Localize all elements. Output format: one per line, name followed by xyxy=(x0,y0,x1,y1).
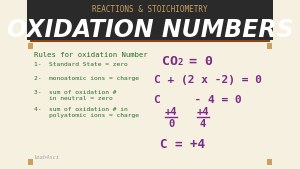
Bar xyxy=(267,159,272,165)
Text: REACTIONS & STOICHIOMETRY: REACTIONS & STOICHIOMETRY xyxy=(92,6,208,15)
Text: 0: 0 xyxy=(168,119,174,129)
Text: C     - 4 = 0: C - 4 = 0 xyxy=(154,95,242,105)
FancyBboxPatch shape xyxy=(27,0,273,40)
Text: = 0: = 0 xyxy=(181,55,213,68)
Text: CO: CO xyxy=(162,55,178,68)
Text: 2-  monoatomic ions = charge: 2- monoatomic ions = charge xyxy=(34,76,139,81)
Text: 1-  Standard State = zero: 1- Standard State = zero xyxy=(34,62,128,67)
Bar xyxy=(28,43,33,49)
Text: 4: 4 xyxy=(199,119,206,129)
Text: +4: +4 xyxy=(165,107,177,117)
Text: +4: +4 xyxy=(197,107,209,117)
Text: C = +4: C = +4 xyxy=(160,138,205,151)
Bar xyxy=(28,159,33,165)
Text: 3-  sum of oxidation #
    in neutral = zero: 3- sum of oxidation # in neutral = zero xyxy=(34,90,116,101)
Bar xyxy=(267,43,272,49)
Text: Rules for oxidation Number: Rules for oxidation Number xyxy=(34,52,147,58)
Text: 2: 2 xyxy=(177,58,182,67)
Text: leah4sci: leah4sci xyxy=(34,155,60,160)
Text: 4-  sum of oxidation # in
    polyatomic ions = charge: 4- sum of oxidation # in polyatomic ions… xyxy=(34,107,139,118)
Text: C + (2 x -2) = 0: C + (2 x -2) = 0 xyxy=(154,75,262,85)
Text: OXIDATION NUMBERS: OXIDATION NUMBERS xyxy=(7,18,293,42)
